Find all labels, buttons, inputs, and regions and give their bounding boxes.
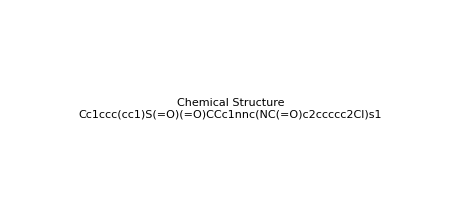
Text: Chemical Structure
Cc1ccc(cc1)S(=O)(=O)CCc1nnc(NC(=O)c2ccccc2Cl)s1: Chemical Structure Cc1ccc(cc1)S(=O)(=O)C… xyxy=(79,98,382,119)
